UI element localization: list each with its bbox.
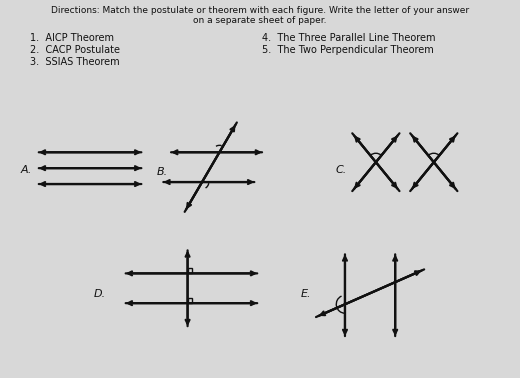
Text: Directions: Match the postulate or theorem with each figure. Write the letter of: Directions: Match the postulate or theor… — [51, 6, 469, 15]
Text: 5.  The Two Perpendicular Theorem: 5. The Two Perpendicular Theorem — [262, 45, 434, 55]
Text: D.: D. — [94, 289, 106, 299]
Text: 2.  CACP Postulate: 2. CACP Postulate — [30, 45, 120, 55]
Text: A.: A. — [20, 165, 32, 175]
Text: C.: C. — [335, 165, 346, 175]
Text: 1.  AICP Theorem: 1. AICP Theorem — [30, 33, 114, 43]
Text: on a separate sheet of paper.: on a separate sheet of paper. — [193, 16, 327, 25]
Text: E.: E. — [301, 289, 311, 299]
Text: 4.  The Three Parallel Line Theorem: 4. The Three Parallel Line Theorem — [262, 33, 435, 43]
Text: B.: B. — [157, 167, 168, 177]
Text: 3.  SSIAS Theorem: 3. SSIAS Theorem — [30, 57, 120, 67]
